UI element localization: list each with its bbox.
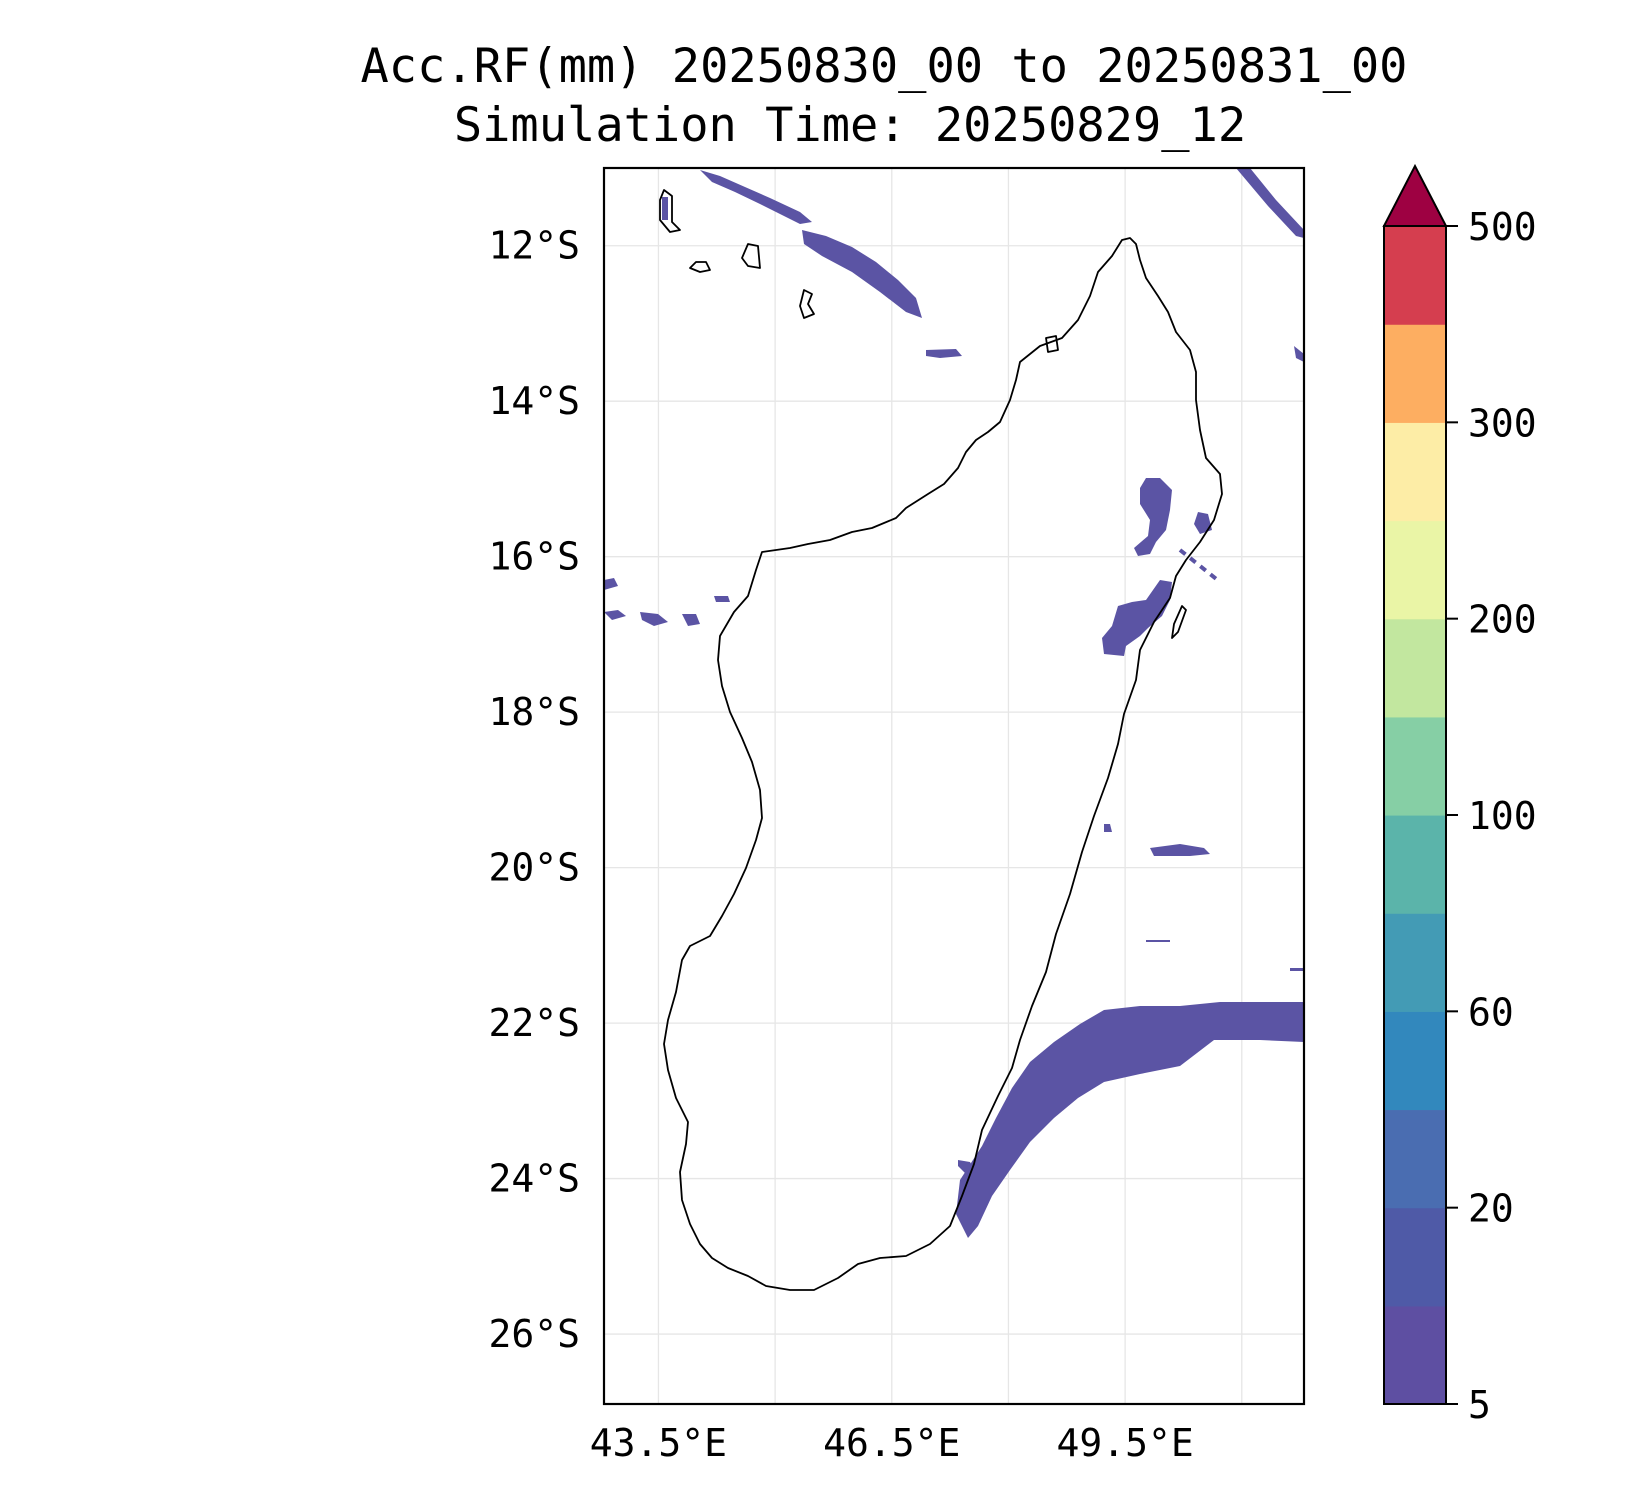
rain-dash-northeast bbox=[1178, 548, 1222, 584]
rain-band-northwest bbox=[700, 170, 812, 224]
colorbar-segment bbox=[1384, 618, 1446, 718]
nosy-be-coastline bbox=[1045, 335, 1059, 353]
colorbar-segment bbox=[1384, 1207, 1446, 1307]
grande-comore-coastline bbox=[659, 189, 681, 233]
colorbar-extend-arrow bbox=[1382, 163, 1448, 227]
lat-tick-label: 18°S bbox=[488, 690, 580, 734]
lat-tick-label: 24°S bbox=[488, 1157, 580, 1201]
colorbar-tick-label: 5 bbox=[1468, 1383, 1491, 1427]
lat-tick-label: 12°S bbox=[488, 224, 580, 268]
colorbar-segment bbox=[1384, 1305, 1446, 1405]
mayotte-coastline bbox=[799, 289, 815, 319]
colorbar-tick-label: 60 bbox=[1468, 990, 1514, 1034]
rain-patch-central-east bbox=[1150, 844, 1210, 856]
lat-tick-label: 16°S bbox=[488, 535, 580, 579]
rain-patch-west-3 bbox=[640, 612, 668, 626]
map-frame bbox=[602, 166, 1306, 1406]
rain-speck-2 bbox=[662, 197, 668, 220]
rain-patch-cap-east bbox=[1194, 512, 1212, 534]
sainte-marie-coastline bbox=[1171, 605, 1187, 639]
rain-patch-northwest bbox=[802, 230, 922, 318]
rain-band-southeast bbox=[956, 1002, 1304, 1238]
colorbar-segment bbox=[1384, 1109, 1446, 1209]
colorbar-segment bbox=[1384, 716, 1446, 816]
colorbar-segment bbox=[1384, 422, 1446, 522]
latitude-tick-labels: 12°S 14°S 16°S 18°S 20°S 22°S 24°S 26°S bbox=[488, 224, 580, 1356]
colorbar-segment bbox=[1384, 815, 1446, 914]
colorbar-tick-label: 20 bbox=[1468, 1187, 1514, 1231]
rain-patch-masoala bbox=[1134, 478, 1172, 556]
map-background bbox=[604, 168, 1304, 1404]
colorbar-segment bbox=[1384, 324, 1446, 423]
colorbar-tick-label: 100 bbox=[1468, 794, 1537, 838]
rain-patch-west-4 bbox=[682, 614, 700, 626]
rain-patch-west-1 bbox=[604, 578, 618, 590]
colorbar-tick-label: 200 bbox=[1468, 598, 1537, 642]
rain-band-northeast bbox=[1236, 168, 1304, 238]
lat-tick-label: 26°S bbox=[488, 1312, 580, 1356]
colorbar-segment bbox=[1384, 226, 1446, 325]
rain-speck-4 bbox=[1146, 940, 1170, 942]
colorbar-segment bbox=[1384, 913, 1446, 1012]
rain-speck-1 bbox=[926, 349, 962, 358]
rain-speck-3 bbox=[1104, 824, 1112, 832]
madagascar-coastline bbox=[663, 237, 1223, 1291]
rainfall-field bbox=[604, 168, 1304, 1238]
lat-tick-label: 14°S bbox=[488, 379, 580, 423]
gridlines bbox=[604, 168, 1304, 1404]
rain-patch-west-5 bbox=[714, 596, 730, 602]
colorbar-tick-label: 300 bbox=[1468, 401, 1537, 445]
colorbar-tick-label: 500 bbox=[1468, 205, 1537, 249]
colorbar-segment bbox=[1384, 520, 1446, 620]
rain-patch-east-edge bbox=[1294, 346, 1304, 362]
colorbar: 5 20 60 100 200 300 500 bbox=[1382, 163, 1537, 1427]
rain-patch-west-2 bbox=[604, 610, 626, 620]
lat-tick-label: 20°S bbox=[488, 846, 580, 890]
rain-patch-tamatave bbox=[1102, 580, 1172, 656]
title-line-2: Simulation Time: 20250829_12 bbox=[454, 98, 1246, 153]
lon-tick-label: 43.5°E bbox=[590, 1421, 727, 1465]
coastlines bbox=[659, 189, 1223, 1291]
title-line-1: Acc.RF(mm) 20250830_00 to 20250831_00 bbox=[361, 39, 1408, 94]
map-axes bbox=[602, 166, 1306, 1406]
lon-tick-label: 49.5°E bbox=[1056, 1421, 1193, 1465]
lon-tick-label: 46.5°E bbox=[823, 1421, 960, 1465]
colorbar-segment bbox=[1384, 1011, 1446, 1111]
moheli-coastline bbox=[689, 261, 711, 273]
anjouan-coastline bbox=[741, 243, 761, 269]
lat-tick-label: 22°S bbox=[488, 1001, 580, 1045]
rain-speck-5 bbox=[1290, 968, 1304, 971]
longitude-tick-labels: 43.5°E 46.5°E 49.5°E bbox=[590, 1421, 1194, 1465]
